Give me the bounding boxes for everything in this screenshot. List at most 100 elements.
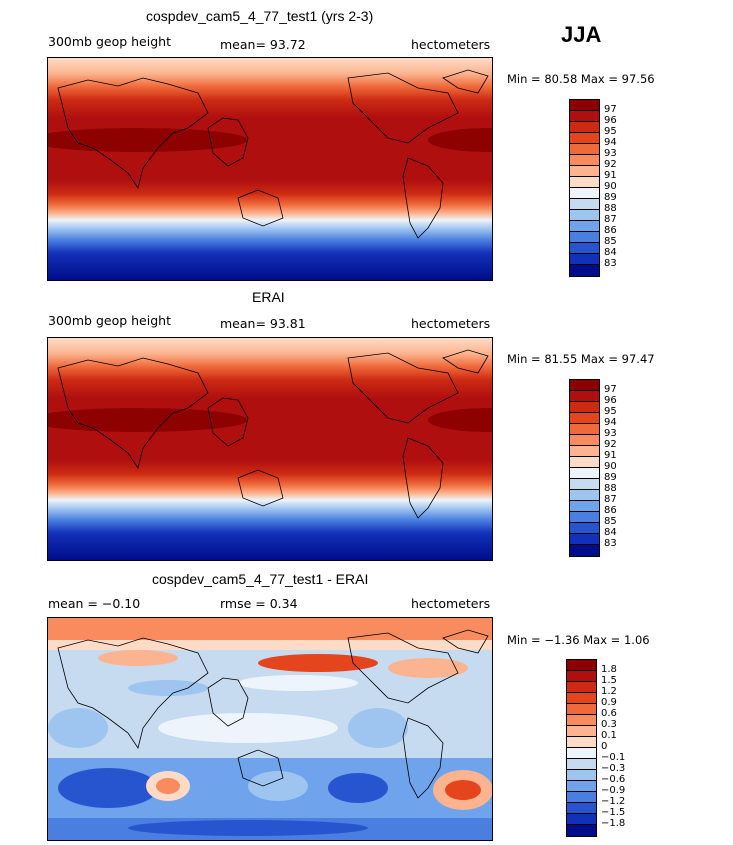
colorbar-tick-label: 83 [604,258,617,269]
colorbar-swatch [570,490,599,501]
panel1-units-label: hectometers [411,37,491,52]
colorbar-swatch [570,100,599,111]
colorbar-tick-label: 0.6 [601,708,617,719]
colorbar-swatch [567,759,596,770]
colorbar-tick-label: 97 [604,384,617,395]
panel1-min-max: Min = 80.58 Max = 97.56 [507,72,655,86]
colorbar-tick-label: 91 [604,170,617,181]
panel1-colorbar [569,99,600,277]
colorbar-tick-label: 94 [604,417,617,428]
colorbar-swatch [570,545,599,556]
colorbar-tick-label: 95 [604,126,617,137]
colorbar-swatch [567,660,596,671]
colorbar-tick-label: −0.9 [601,785,626,796]
colorbar-swatch [570,435,599,446]
colorbar-tick-label: 96 [604,115,617,126]
colorbar-tick-label: −0.1 [601,752,626,763]
colorbar-swatch [570,457,599,468]
colorbar-swatch [570,155,599,166]
colorbar-tick-label: 0.1 [601,730,617,741]
panel1-colorbar-labels: 97 96 95 94 93 92 91 90 89 88 87 86 85 84 83 [604,99,644,275]
colorbar-swatch [567,715,596,726]
panel3-map [47,617,493,841]
colorbar-swatch [570,177,599,188]
colorbar-swatch [567,693,596,704]
colorbar-swatch [570,380,599,391]
colorbar-tick-label: 0 [601,741,608,752]
colorbar-swatch [567,803,596,814]
colorbar-tick-label: 93 [604,428,617,439]
colorbar-swatch [570,199,599,210]
colorbar-tick-label: 83 [604,538,617,549]
panel3-min-max: Min = −1.36 Max = 1.06 [507,633,650,647]
panel1-mean-label: mean= 93.72 [220,37,306,52]
colorbar-tick-label: 87 [604,494,617,505]
colorbar-swatch [570,402,599,413]
colorbar-swatch [570,133,599,144]
panel3-rmse-label: rmse = 0.34 [220,596,298,611]
colorbar-swatch [570,424,599,435]
colorbar-swatch [570,166,599,177]
colorbar-tick-label: 88 [604,203,617,214]
colorbar-tick-label: 89 [604,192,617,203]
colorbar-swatch [570,534,599,545]
colorbar-swatch [570,501,599,512]
colorbar-tick-label: −0.6 [601,774,626,785]
colorbar-tick-label: 89 [604,472,617,483]
colorbar-swatch [567,792,596,803]
colorbar-swatch [570,468,599,479]
panel2-mean-label: mean= 93.81 [220,316,306,331]
colorbar-swatch [570,221,599,232]
colorbar-swatch [570,446,599,457]
colorbar-tick-label: 94 [604,137,617,148]
colorbar-tick-label: 84 [604,247,617,258]
colorbar-tick-label: −0.3 [601,763,626,774]
colorbar-swatch [570,512,599,523]
colorbar-swatch [567,671,596,682]
colorbar-tick-label: 87 [604,214,617,225]
colorbar-swatch [567,737,596,748]
colorbar-swatch [570,479,599,490]
colorbar-swatch [567,748,596,759]
colorbar-tick-label: 1.2 [601,686,617,697]
colorbar-tick-label: −1.5 [601,807,626,818]
colorbar-swatch [570,210,599,221]
colorbar-swatch [570,413,599,424]
panel3-title: cospdev_cam5_4_77_test1 - ERAI [152,571,369,587]
colorbar-swatch [570,243,599,254]
colorbar-swatch [570,523,599,534]
colorbar-tick-label: 92 [604,439,617,450]
panel2-variable-label: 300mb geop height [48,313,171,328]
colorbar-tick-label: −1.8 [601,818,626,829]
colorbar-swatch [570,111,599,122]
colorbar-tick-label: 90 [604,181,617,192]
colorbar-swatch [570,188,599,199]
panel3-mean-label: mean = −0.10 [48,596,141,611]
colorbar-swatch [570,265,599,276]
colorbar-swatch [570,232,599,243]
panel2-colorbar [569,379,600,557]
panel2-map [47,337,493,561]
colorbar-swatch [570,391,599,402]
colorbar-tick-label: 93 [604,148,617,159]
panel1-title: cospdev_cam5_4_77_test1 (yrs 2-3) [146,8,374,24]
panel3-units-label: hectometers [411,596,491,611]
colorbar-tick-label: 86 [604,225,617,236]
colorbar-tick-label: 96 [604,395,617,406]
panel1-map [47,57,493,281]
panel2-min-max: Min = 81.55 Max = 97.47 [507,352,655,366]
colorbar-swatch [570,254,599,265]
panel2-colorbar-labels: 97 96 95 94 93 92 91 90 89 88 87 86 85 84 83 [604,379,644,555]
panel1-variable-label: 300mb geop height [48,34,171,49]
colorbar-tick-label: 0.3 [601,719,617,730]
colorbar-swatch [567,726,596,737]
colorbar-tick-label: 85 [604,236,617,247]
colorbar-tick-label: 0.9 [601,697,617,708]
colorbar-tick-label: 85 [604,516,617,527]
panel3-colorbar-labels: 1.8 1.5 1.2 0.9 0.6 0.3 0.1 0 −0.1 −0.3 −0.6 −0.9 −1… [601,659,645,835]
colorbar-tick-label: 92 [604,159,617,170]
panel2-units-label: hectometers [411,316,491,331]
colorbar-tick-label: 86 [604,505,617,516]
panel2-title: ERAI [252,289,285,305]
colorbar-tick-label: −1.2 [601,796,626,807]
